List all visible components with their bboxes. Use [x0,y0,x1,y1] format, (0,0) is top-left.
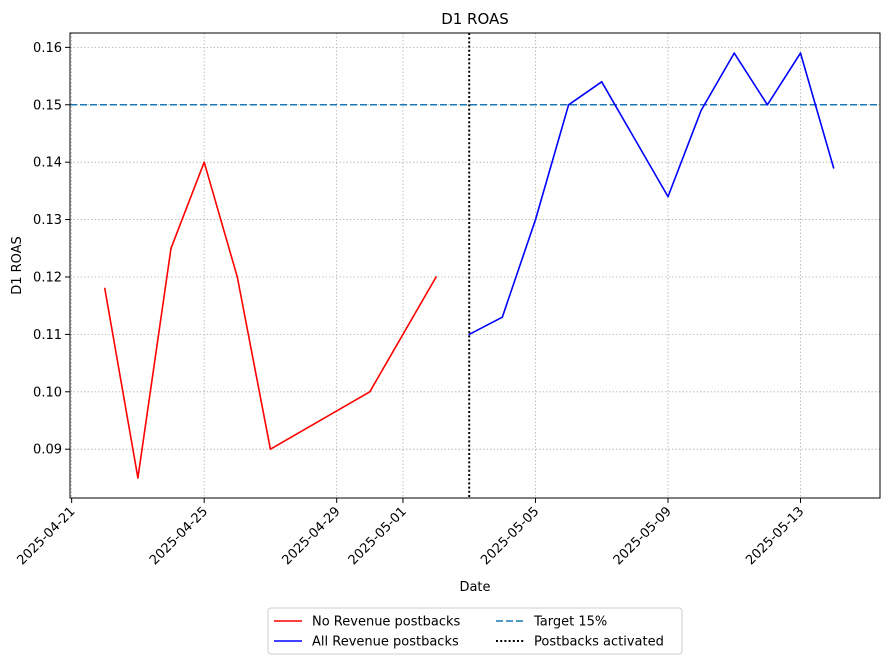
chart-title: D1 ROAS [441,10,509,28]
data-point [203,161,205,163]
data-point [236,276,239,278]
reference-lines [70,33,880,498]
data-point [567,103,570,106]
y-tick-label: 0.14 [33,156,62,171]
data-point [269,448,272,451]
x-tick-label: 2025-04-21 [14,504,78,568]
data-point [170,247,172,250]
legend-label: Target 15% [533,615,607,630]
x-axis-ticks: 2025-04-21 2025-04-25 2025-04-29 2025-05-01… [14,498,807,568]
y-tick-label: 0.13 [33,213,62,228]
legend-label: No Revenue postbacks [312,615,461,630]
grid [70,33,880,498]
y-tick-label: 0.15 [33,98,62,113]
data-point [468,333,471,336]
x-tick-label: 2025-05-01 [346,504,410,568]
data-point [799,52,802,54]
series-line-all-revenue [468,52,835,336]
data-point [667,195,669,198]
y-tick-label: 0.09 [33,443,62,458]
plot-frame [69,32,881,499]
series-line-no-revenue [104,161,437,479]
data-point [766,103,769,106]
data-point [501,316,504,318]
data-point [534,218,537,221]
x-tick-label: 2025-05-13 [743,504,807,568]
data-point [435,276,437,278]
x-tick-label: 2025-05-09 [611,504,675,568]
data-point [832,167,835,169]
y-tick-label: 0.10 [33,385,62,400]
series-lines [103,52,835,479]
x-axis-label: Date [459,580,490,595]
data-point [103,287,106,290]
y-axis-label: D1 ROAS [10,236,25,295]
data-point [700,109,702,112]
x-tick-label: 2025-04-29 [279,504,343,568]
data-point [369,390,371,393]
legend-label: Postbacks activated [534,635,664,650]
y-tick-label: 0.16 [33,41,62,56]
legend-label: All Revenue postbacks [312,635,459,650]
legend: No Revenue postbacks All Revenue postback… [267,607,683,655]
y-tick-label: 0.11 [33,328,62,343]
data-point [137,477,139,479]
data-point [600,80,603,83]
data-point [733,52,736,54]
y-tick-label: 0.12 [33,270,62,285]
x-tick-label: 2025-05-05 [478,504,542,568]
x-tick-label: 2025-04-25 [147,504,211,568]
legend-box [267,607,683,655]
y-axis-ticks: 0.09 0.10 0.11 0.12 0.13 0.14 0.15 0.16 [33,41,70,458]
